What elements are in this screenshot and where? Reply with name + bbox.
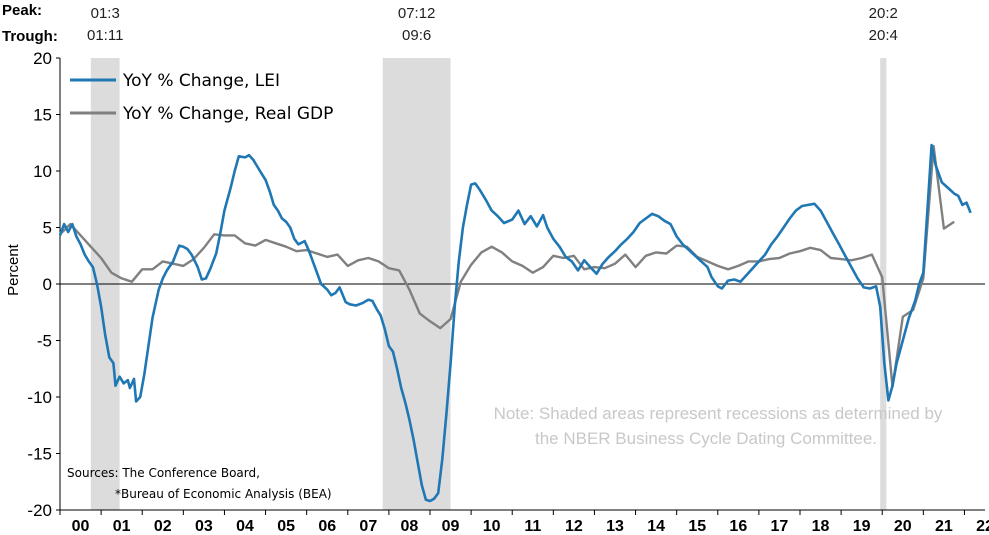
x-tick-label: 11 (524, 518, 541, 535)
x-tick-label: 18 (812, 518, 830, 535)
y-tick-label: 0 (43, 275, 52, 294)
x-tick-label: 10 (483, 518, 501, 535)
x-tick-label: 04 (236, 518, 254, 535)
recession-trough-label: 09:6 (402, 27, 431, 44)
sources-line-2: *Bureau of Economic Analysis (BEA) (115, 487, 332, 501)
legend: YoY % Change, LEI YoY % Change, Real GDP (70, 71, 333, 124)
y-tick-label: 20 (33, 49, 52, 68)
x-tick-label: 00 (72, 518, 90, 535)
legend-label-gdp: YoY % Change, Real GDP (122, 104, 333, 124)
axes-layer (56, 57, 985, 515)
x-tick-label: 20 (894, 518, 912, 535)
trough-header: Trough: (2, 28, 58, 45)
y-tick-label: 10 (33, 162, 52, 181)
x-tick-label: 15 (688, 518, 706, 535)
recession-peak-label: 01:3 (91, 5, 120, 22)
recession-peak-label: 07:12 (398, 5, 436, 22)
recession-peak-label: 20:2 (869, 5, 898, 22)
note-line-1: Note: Shaded areas represent recessions … (494, 404, 943, 423)
series-line-lei (58, 143, 972, 503)
x-tick-label: 05 (277, 518, 295, 535)
x-tick-label: 07 (359, 518, 377, 535)
x-tick-label: 08 (401, 518, 419, 535)
peak-header: Peak: (2, 2, 42, 19)
x-tick-label: 02 (154, 518, 172, 535)
series-line-gdp (59, 144, 955, 388)
x-tick-label: 19 (853, 518, 871, 535)
y-tick-label: -20 (27, 501, 52, 520)
recession-trough-label: 20:4 (869, 27, 898, 44)
labels-layer: 01:3 01:11 07:12 09:6 20:2 20:4 20 15 10 5 0 -5 -10 -… (27, 5, 989, 535)
y-tick-label: 15 (33, 106, 52, 125)
x-tick-label: 22 (976, 518, 989, 535)
y-tick-label: -15 (27, 445, 52, 464)
y-tick-label: -5 (37, 332, 52, 351)
y-tick-label: -10 (27, 388, 52, 407)
x-tick-label: 03 (195, 518, 213, 535)
x-tick-label: 01 (113, 518, 131, 535)
sources-line-1: Sources: The Conference Board, (67, 466, 260, 480)
x-tick-label: 16 (729, 518, 747, 535)
recession-trough-label: 01:11 (87, 27, 123, 44)
series-layer (58, 143, 972, 503)
x-tick-label: 12 (565, 518, 583, 535)
y-tick-label: 5 (43, 219, 52, 238)
x-tick-label: 21 (935, 518, 953, 535)
x-tick-label: 09 (442, 518, 460, 535)
note-line-2: the NBER Business Cycle Dating Committee… (535, 429, 877, 448)
x-tick-label: 13 (606, 518, 624, 535)
x-tick-label: 17 (771, 518, 789, 535)
x-tick-label: 14 (647, 518, 665, 535)
x-tick-label: 06 (318, 518, 336, 535)
y-axis-label: Percent (5, 243, 22, 296)
legend-label-lei: YoY % Change, LEI (122, 71, 280, 91)
